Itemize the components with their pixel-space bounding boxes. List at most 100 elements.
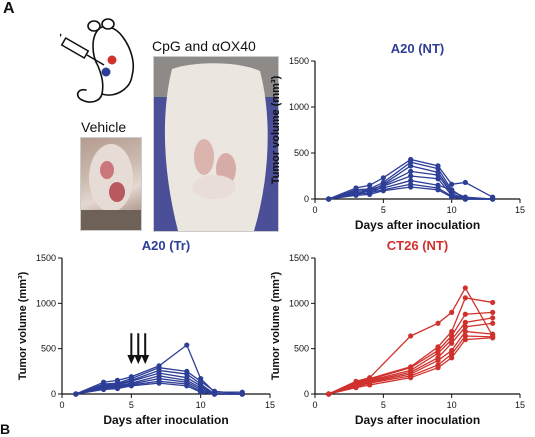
chart-title: A20 (NT) <box>391 41 444 56</box>
data-point <box>367 191 373 197</box>
x-axis-label: Days after inoculation <box>355 413 480 427</box>
data-point <box>326 196 332 202</box>
x-tick-label: 15 <box>515 400 525 410</box>
data-point <box>408 333 414 339</box>
chart-title: A20 (Tr) <box>142 238 190 253</box>
y-tick-label: 500 <box>294 148 309 158</box>
data-point <box>462 333 468 339</box>
data-point <box>211 391 218 397</box>
data-point <box>462 196 468 202</box>
y-tick-label: 500 <box>41 344 56 354</box>
data-point <box>408 163 414 169</box>
data-point <box>73 391 79 397</box>
data-point <box>408 375 414 381</box>
data-point <box>462 311 468 317</box>
chart-title: CT26 (NT) <box>387 238 448 253</box>
data-point <box>184 383 190 389</box>
y-axis-label: Tumor volume (mm³) <box>17 271 29 380</box>
x-tick-label: 0 <box>59 400 64 410</box>
y-tick-label: 0 <box>304 389 309 399</box>
vehicle-mouse-photo <box>80 137 142 231</box>
data-point <box>449 340 455 346</box>
y-tick-label: 1500 <box>289 253 309 263</box>
x-tick-label: 5 <box>381 400 386 410</box>
data-point <box>326 391 332 397</box>
x-axis-label: Days after inoculation <box>103 413 228 427</box>
data-point <box>462 295 468 301</box>
data-point <box>114 385 121 392</box>
y-tick-label: 1500 <box>289 56 309 66</box>
data-point <box>184 342 190 348</box>
y-tick-label: 0 <box>304 194 309 204</box>
x-tick-label: 10 <box>447 400 457 410</box>
data-point <box>408 159 414 165</box>
data-point <box>435 320 441 326</box>
y-tick-label: 0 <box>51 389 56 399</box>
treated-caption: CpG and αOX40 <box>152 38 256 54</box>
data-point <box>462 337 468 343</box>
data-point <box>435 166 441 172</box>
treatment-arrow-head <box>141 355 150 365</box>
data-point <box>367 382 373 388</box>
x-tick-label: 5 <box>129 400 134 410</box>
y-tick-label: 1000 <box>289 102 309 112</box>
data-point <box>490 335 496 341</box>
panel-letter-a: A <box>3 0 15 17</box>
data-point <box>198 389 204 395</box>
x-tick-label: 0 <box>312 205 317 215</box>
data-point <box>435 172 441 178</box>
data-point <box>490 309 496 315</box>
chart-2: 0 5 10 15 0 500 1000 1500 CT26 (NT) Days after in… <box>270 238 525 427</box>
data-point <box>435 350 441 356</box>
data-point <box>435 176 441 182</box>
data-point <box>490 299 496 306</box>
data-point <box>128 383 134 389</box>
x-tick-label: 10 <box>196 400 206 410</box>
y-axis-label: Tumor volume (mm³) <box>270 271 282 380</box>
vehicle-caption: Vehicle <box>81 119 127 135</box>
chart-0: 0 5 10 15 0 500 1000 1500 A20 (NT) Days after ino… <box>270 41 525 232</box>
data-point <box>449 309 455 315</box>
data-point <box>239 391 245 397</box>
data-point <box>462 319 468 325</box>
data-point <box>408 173 414 179</box>
treated-mouse-photo <box>153 56 279 232</box>
data-point <box>156 380 162 386</box>
data-point <box>449 194 455 200</box>
x-tick-label: 15 <box>265 400 275 410</box>
panel-letter-b: B <box>0 421 11 437</box>
mouse-injection-icon <box>60 18 135 103</box>
chart-1: 0 5 10 15 0 500 1000 1500 A20 (Tr) Days after ino… <box>17 238 275 427</box>
data-point <box>462 179 468 186</box>
data-point <box>353 192 359 198</box>
data-point <box>435 187 441 193</box>
y-tick-label: 1500 <box>36 253 56 263</box>
data-point <box>408 178 414 184</box>
x-axis-label: Days after inoculation <box>355 218 480 232</box>
data-point <box>353 385 359 391</box>
data-point <box>449 187 455 193</box>
data-point <box>490 315 496 321</box>
data-point <box>490 320 496 326</box>
x-tick-label: 15 <box>515 205 525 215</box>
data-point <box>101 386 107 393</box>
data-point <box>449 355 455 361</box>
data-point <box>462 285 468 291</box>
treatment-arrow-head <box>127 355 136 365</box>
series-line <box>328 311 493 395</box>
data-point <box>408 184 414 190</box>
data-point <box>380 175 386 181</box>
data-point <box>367 182 373 188</box>
data-point <box>490 196 496 202</box>
y-axis-label: Tumor volume (mm³) <box>270 75 282 184</box>
y-tick-label: 1000 <box>36 298 56 308</box>
x-tick-label: 10 <box>447 205 457 215</box>
data-point <box>435 357 441 364</box>
x-tick-label: 5 <box>381 205 386 215</box>
data-point <box>462 324 468 330</box>
data-point <box>462 328 468 335</box>
x-tick-label: 0 <box>312 400 317 410</box>
data-point <box>184 371 190 377</box>
treatment-arrow-head <box>134 355 143 365</box>
